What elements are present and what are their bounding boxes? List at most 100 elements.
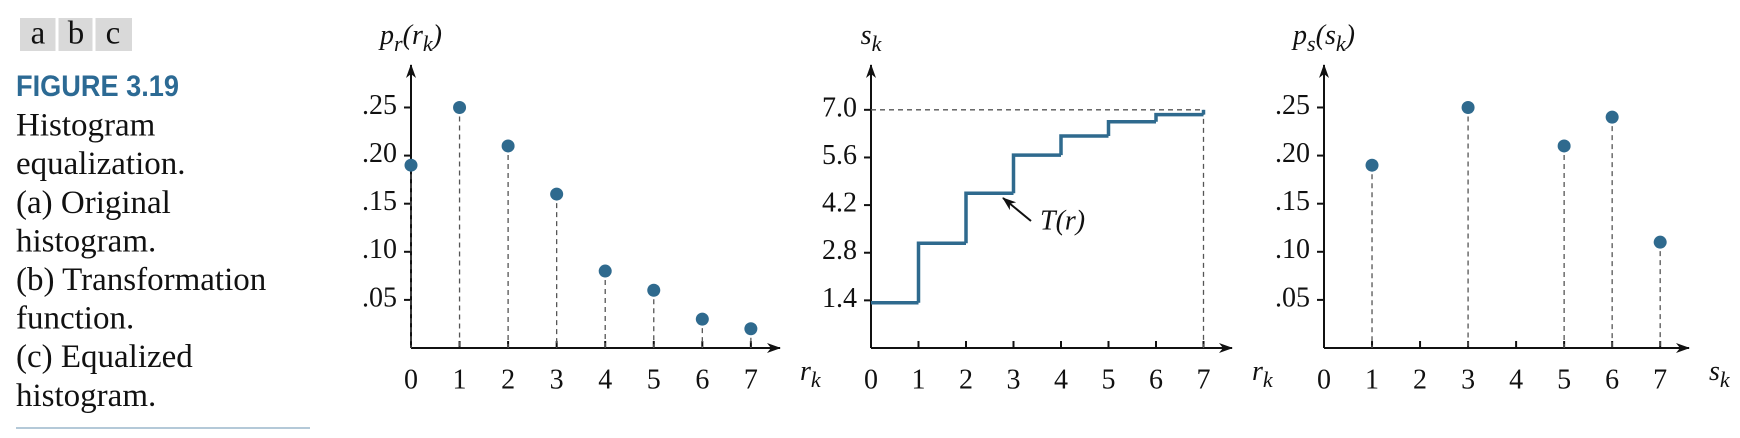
- panel-label: c: [106, 16, 121, 52]
- x-tick-label: 5: [647, 364, 661, 395]
- y-tick-label: 1.4: [822, 283, 857, 314]
- x-tick-label: 4: [1054, 364, 1068, 395]
- axis-label-part: ): [431, 20, 442, 51]
- step-segment: [916, 241, 966, 303]
- axis-label-part: (: [403, 20, 414, 51]
- axis-label-part: s: [1325, 20, 1336, 51]
- x-tick-label: 3: [1461, 364, 1475, 395]
- axis-label: rk: [800, 356, 822, 392]
- y-tick-label: .10: [362, 234, 397, 265]
- point: [1557, 139, 1571, 153]
- axis-label-part: r: [800, 356, 811, 387]
- step-segment: [1154, 112, 1204, 122]
- y-tick-label: 5.6: [822, 140, 857, 171]
- step-segment: [1059, 134, 1109, 156]
- y-tick-label: 4.2: [822, 188, 857, 219]
- x-tick-label: 1: [1365, 364, 1379, 395]
- point: [1605, 110, 1619, 124]
- caption-line: (a) Original: [16, 185, 171, 221]
- x-tick-label: 0: [404, 364, 418, 395]
- y-tick-label: .15: [362, 186, 397, 217]
- axis-label-part: s: [1307, 31, 1316, 56]
- point: [598, 264, 612, 278]
- caption-line: function.: [16, 301, 134, 337]
- panel-label-box: [20, 18, 132, 51]
- x-tick-label: 1: [912, 364, 926, 395]
- point: [695, 312, 709, 326]
- step-segment: [964, 191, 1014, 244]
- x-tick-label: 5: [1102, 364, 1116, 395]
- x-tick-label: 6: [1149, 364, 1163, 395]
- caption-line: (c) Equalized: [16, 339, 193, 375]
- axis-label-part: (: [1316, 20, 1327, 51]
- y-tick-label: .25: [362, 90, 397, 121]
- panel-label: a: [31, 16, 46, 52]
- x-tick-label: 0: [1317, 364, 1331, 395]
- y-tick-label: .20: [362, 138, 397, 169]
- caption-line: (b) Transformation: [16, 262, 266, 298]
- axis-label-part: p: [1291, 20, 1307, 51]
- x-tick-label: 4: [598, 364, 612, 395]
- x-tick-label: 3: [1007, 364, 1021, 395]
- caption-line: histogram.: [16, 223, 156, 259]
- step-segment: [1106, 119, 1156, 137]
- x-tick-label: 2: [959, 364, 973, 395]
- x-tick-label: 6: [695, 364, 709, 395]
- x-tick-label: 1: [453, 364, 467, 395]
- y-tick-label: .10: [1275, 234, 1310, 265]
- axis-label: pr(rk): [378, 20, 442, 56]
- axis-label-part: s: [1709, 356, 1720, 387]
- x-tick-label: 2: [501, 364, 515, 395]
- panel-label: b: [68, 16, 85, 52]
- point: [404, 158, 418, 172]
- step-segment: [1011, 153, 1061, 194]
- point: [550, 187, 564, 201]
- figure-label: FIGURE 3.19: [16, 70, 179, 103]
- axis-label-part: k: [872, 31, 883, 56]
- x-tick-label: 5: [1557, 364, 1571, 395]
- caption-line: equalization.: [16, 146, 186, 182]
- x-tick-label: 7: [1653, 364, 1667, 395]
- x-tick-label: 7: [744, 364, 758, 395]
- caption-line: histogram.: [16, 378, 156, 414]
- axis-label-part: k: [423, 31, 434, 56]
- axis-label: sk: [1709, 356, 1731, 392]
- caption-line: Histogram: [16, 108, 156, 144]
- point: [501, 139, 515, 153]
- axis-label-part: r: [412, 20, 423, 51]
- x-tick-label: 3: [550, 364, 564, 395]
- point: [1461, 100, 1475, 114]
- axis-label-part: k: [811, 367, 822, 392]
- x-tick-label: 6: [1605, 364, 1619, 395]
- point: [744, 322, 758, 336]
- y-tick-label: .05: [1275, 282, 1310, 313]
- axis-label-part: k: [1720, 367, 1731, 392]
- point: [453, 100, 467, 114]
- axis-label-part: p: [378, 20, 394, 51]
- annotation: T(r): [1040, 205, 1085, 236]
- axis-label: ps(sk): [1291, 20, 1355, 56]
- axis-label-part: k: [1263, 367, 1274, 392]
- x-tick-label: 0: [864, 364, 878, 395]
- y-tick-label: .15: [1275, 186, 1310, 217]
- point: [1365, 158, 1379, 172]
- axis-label: rk: [1252, 356, 1274, 392]
- point: [1653, 235, 1667, 249]
- x-tick-label: 4: [1509, 364, 1523, 395]
- axis-label-part: ): [1344, 20, 1355, 51]
- y-tick-label: 2.8: [822, 235, 857, 266]
- x-tick-label: 7: [1197, 364, 1211, 395]
- y-tick-label: 7.0: [822, 92, 857, 123]
- axis-label: sk: [861, 20, 883, 56]
- axis-label-part: k: [1336, 31, 1347, 56]
- y-tick-label: .25: [1275, 90, 1310, 121]
- point: [647, 283, 661, 297]
- annotation-arrow: [1002, 197, 1032, 222]
- axis-label-part: r: [1252, 356, 1263, 387]
- y-tick-label: .05: [362, 282, 397, 313]
- x-tick-label: 2: [1413, 364, 1427, 395]
- axis-label-part: r: [394, 31, 403, 56]
- axis-label-part: s: [861, 20, 872, 51]
